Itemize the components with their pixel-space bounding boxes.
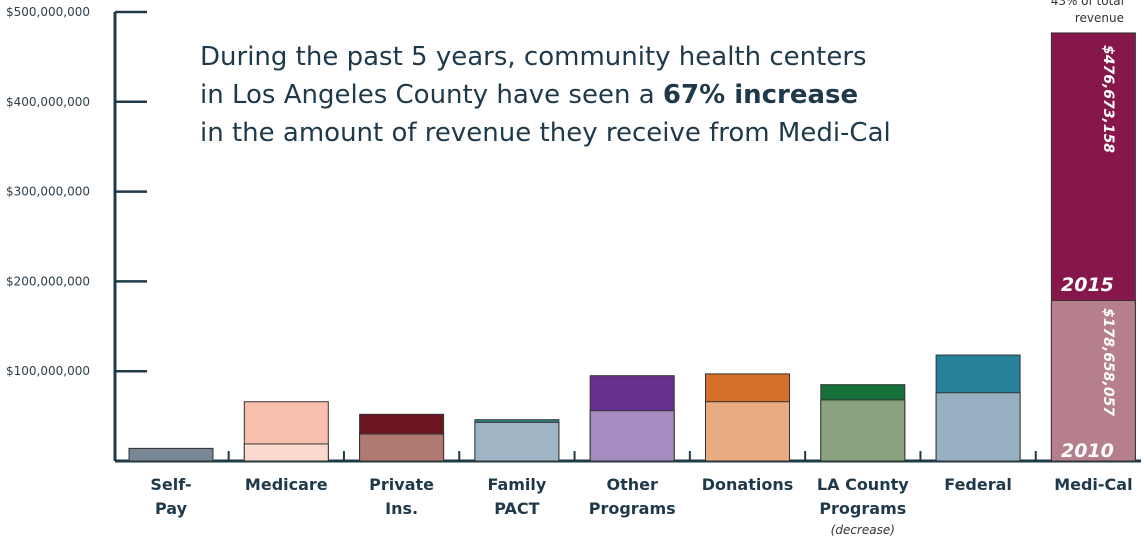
value-label-2015: $476,673,158 — [1100, 45, 1116, 153]
bar-2010 — [589, 410, 675, 462]
x-tick-label: Family — [487, 475, 546, 494]
year-label-2015: 2015 — [1061, 274, 1114, 296]
bar-2010 — [935, 392, 1021, 462]
x-tick-label: Donations — [702, 475, 794, 494]
total-revenue-note-line-2: revenue — [1075, 11, 1124, 25]
x-tick-label: Medi-Cal — [1054, 475, 1132, 494]
bar-2010 — [359, 433, 445, 462]
y-tick-label: $100,000,000 — [6, 364, 90, 378]
value-label-2010: $178,658,057 — [1100, 308, 1116, 416]
bar-2010 — [1050, 300, 1136, 462]
bar-2015 — [820, 399, 906, 462]
bar-2010 — [243, 443, 329, 462]
bar-2010 — [474, 421, 560, 462]
bar-2010 — [705, 401, 790, 462]
x-tick-label: Programs — [589, 499, 676, 518]
bar-2015 — [128, 447, 214, 462]
x-tick-label: Self- — [150, 475, 191, 494]
y-tick-label: $500,000,000 — [6, 5, 90, 19]
y-tick-label: $400,000,000 — [6, 95, 90, 109]
x-tick-label: Private — [369, 475, 434, 494]
x-tick-label: PACT — [494, 499, 539, 518]
year-label-2010: 2010 — [1061, 440, 1114, 462]
x-tick-label: Ins. — [385, 499, 418, 518]
x-tick-label: Programs — [819, 499, 906, 518]
total-revenue-note-line-1: 43% of total — [1051, 0, 1124, 8]
x-tick-note: (decrease) — [831, 523, 895, 537]
headline-line-1: During the past 5 years, community healt… — [200, 42, 867, 72]
x-tick-label: Other — [607, 475, 658, 494]
x-tick-label: Pay — [155, 499, 188, 518]
y-tick-label: $300,000,000 — [6, 185, 90, 199]
x-tick-label: Medicare — [245, 475, 328, 494]
x-tick-label: LA County — [817, 475, 909, 494]
headline-line-3: in the amount of revenue they receive fr… — [200, 118, 891, 148]
headline-line-2: in Los Angeles County have seen a 67% in… — [200, 80, 858, 110]
y-tick-label: $200,000,000 — [6, 274, 90, 288]
x-tick-label: Federal — [944, 475, 1012, 494]
headline-line-2-text: in Los Angeles County have seen a — [200, 80, 663, 110]
headline-highlight: 67% increase — [663, 80, 858, 110]
